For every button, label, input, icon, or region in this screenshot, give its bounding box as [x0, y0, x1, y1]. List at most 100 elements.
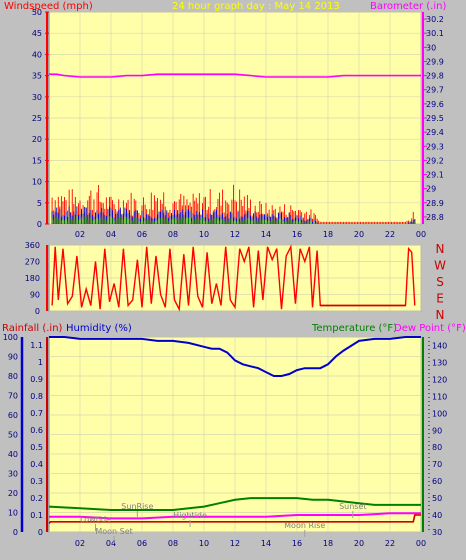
rain-x-tick-label: 22	[385, 539, 395, 548]
rain-y-tick-label: 0	[38, 528, 43, 537]
barometer-y-tick-label: 29.5	[426, 114, 444, 123]
temperature-y-tick-label: 30	[432, 528, 442, 537]
rain-y-tick-label: 0.2	[30, 494, 43, 503]
barometer-y-tick-label: 29.3	[426, 142, 444, 151]
barometer-y-tick-label: 29.6	[426, 100, 444, 109]
wind-x-tick-label: 14	[261, 230, 271, 239]
annotation-label: Moon Set	[95, 527, 132, 536]
temperature-y-tick-label: 100	[432, 409, 447, 418]
rain-x-tick-label: 06	[137, 539, 147, 548]
rain-x-tick-label: 02	[75, 539, 85, 548]
rainfall-axis-label: Rainfall (.in)	[2, 323, 63, 334]
annotation-label: Lowtide	[80, 515, 111, 524]
temperature-line	[48, 497, 421, 511]
compass-label: N	[436, 242, 445, 256]
wind-y-tick-label: 0	[37, 220, 42, 229]
rain-y-tick-label: 0.6	[30, 426, 43, 435]
temperature-axis-label: Temperature (°F)	[311, 323, 397, 334]
rain-x-tick-label: 04	[106, 539, 116, 548]
barometer-y-tick-label: 29	[426, 185, 436, 194]
wind-y-tick-label: 35	[32, 72, 42, 81]
compass-label: E	[436, 292, 444, 306]
rain-y-tick-label: 1	[38, 358, 43, 367]
wind-y-tick-label: 40	[32, 50, 42, 59]
wind-y-tick-label: 45	[32, 29, 42, 38]
compass-label: N	[436, 308, 445, 322]
rain-x-tick-label: 16	[292, 539, 302, 548]
wind-y-tick-label: 25	[32, 114, 42, 123]
wind-y-tick-label: 15	[32, 156, 42, 165]
wind-x-tick-label: 10	[199, 230, 209, 239]
dewpoint-line	[49, 512, 421, 520]
rain-x-tick-label: 20	[354, 539, 364, 548]
rain-line	[48, 514, 421, 525]
barometer-line	[49, 73, 421, 78]
annotation-label: Moon Rise	[284, 521, 325, 530]
humidity-y-tick-label: 0	[13, 528, 18, 537]
barometer-y-tick-label: 29.9	[426, 57, 444, 66]
humidity-line	[49, 336, 421, 377]
barometer-y-tick-label: 30.1	[426, 29, 444, 38]
humidity-y-tick-label: 60	[8, 411, 18, 420]
humidity-y-tick-label: 70	[8, 392, 18, 401]
barometer-y-tick-label: 29.4	[426, 128, 444, 137]
barometer-y-tick-label: 29.7	[426, 86, 444, 95]
rain-x-tick-label: 18	[323, 539, 333, 548]
rain-x-tick-label: 08	[168, 539, 178, 548]
compass-label: S	[436, 275, 444, 289]
wind-x-tick-label: 12	[230, 230, 240, 239]
temperature-y-tick-label: 120	[432, 375, 447, 384]
humidity-y-tick-label: 90	[8, 353, 18, 362]
humidity-axis-label: Humidity (%)	[66, 323, 132, 334]
rain-x-tick-label: 14	[261, 539, 271, 548]
windspeed-axis-label: Windspeed (mph)	[4, 1, 93, 12]
rain-y-tick-label: 0.1	[30, 511, 43, 520]
wind-y-tick-label: 50	[32, 8, 42, 17]
rain-y-tick-label: 0.5	[30, 443, 43, 452]
barometer-y-tick-label: 29.1	[426, 171, 444, 180]
humidity-y-tick-label: 30	[8, 470, 18, 479]
wind-y-tick-label: 20	[32, 135, 42, 144]
temperature-y-tick-label: 90	[432, 426, 442, 435]
rain-x-tick-label: 12	[230, 539, 240, 548]
wind-x-tick-label: 22	[385, 230, 395, 239]
humidity-y-tick-label: 50	[8, 431, 18, 440]
barometer-y-tick-label: 28.9	[426, 199, 444, 208]
humidity-y-tick-label: 20	[8, 489, 18, 498]
wind-x-tick-label: 16	[292, 230, 302, 239]
rain-x-tick-label: 10	[199, 539, 209, 548]
annotation-label: SunRise	[121, 502, 153, 511]
direction-y-tick-label: 360	[25, 241, 40, 250]
annotation-label: Hightide	[173, 511, 207, 520]
humidity-y-tick-label: 10	[8, 509, 18, 518]
barometer-axis-label: Barometer (.in)	[370, 1, 446, 12]
humidity-y-tick-label: 80	[8, 372, 18, 381]
wind-x-tick-label: 18	[323, 230, 333, 239]
wind-y-tick-label: 30	[32, 93, 42, 102]
wind-barometer-panel: 0 5 10 15 20 25 30 35 40 45 50 28.8 28.9 29 29.1 29.2 29…	[32, 8, 444, 239]
barometer-y-tick-label: 29.2	[426, 156, 444, 165]
wind-x-tick-label: 06	[137, 230, 147, 239]
annotation-label: Sunset	[339, 502, 366, 511]
wind-y-tick-label: 5	[37, 199, 42, 208]
humidity-y-tick-label: 40	[8, 450, 18, 459]
dewpoint-axis-label: Dew Point (°F)	[394, 323, 466, 334]
wind-y-tick-label: 10	[32, 178, 42, 187]
barometer-y-tick-label: 28.8	[426, 213, 444, 222]
direction-y-tick-label: 270	[25, 258, 40, 267]
temperature-y-tick-label: 110	[432, 392, 447, 401]
wind-x-tick-label: 00	[416, 230, 426, 239]
wind-direction-line	[51, 244, 416, 312]
wind-x-tick-label: 08	[168, 230, 178, 239]
direction-y-tick-label: 90	[30, 291, 40, 300]
rain-x-tick-label: 00	[416, 539, 426, 548]
compass-label: W	[434, 259, 446, 273]
wind-x-tick-label: 20	[354, 230, 364, 239]
direction-y-tick-label: 0	[35, 307, 40, 316]
rain-y-tick-label: 0.8	[30, 392, 43, 401]
rain-humidity-temperature-panel: 010203040506070809010000.10.20.30.40.50.…	[3, 333, 448, 548]
graph-title: 24 hour graph day : May 14 2013	[172, 1, 340, 12]
